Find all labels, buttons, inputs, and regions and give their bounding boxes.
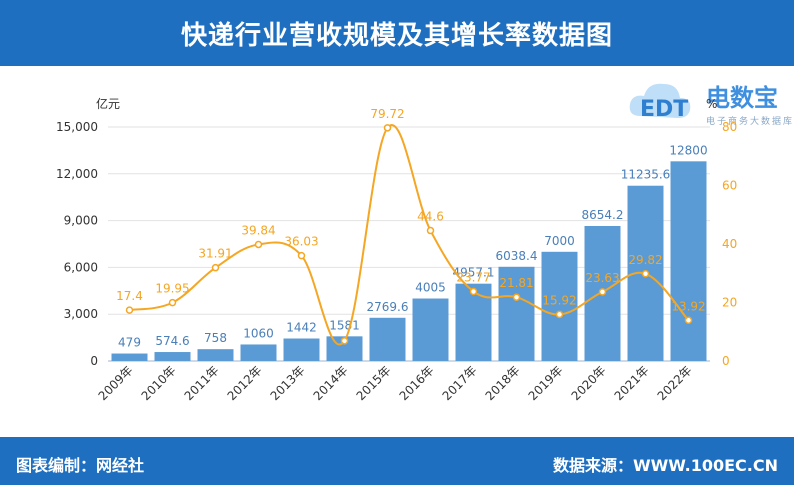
- chart-area: 0 3,000 6,000 9,000 12,000 15,000 0 20 40 60 80 亿元%…: [0, 66, 794, 437]
- footer-bar: 图表编制：网经社 数据来源：WWW.100EC.CN: [0, 437, 794, 485]
- growth-point: [598, 288, 607, 296]
- y-tick-label: 3,000: [64, 307, 98, 321]
- x-tick-label: 2010年: [139, 363, 179, 403]
- y-tick-label: 15,000: [56, 120, 98, 134]
- bar-value-label: 574.6: [155, 334, 189, 348]
- bar-value-label: 1060: [243, 326, 274, 340]
- y2-tick-label: 40: [722, 237, 737, 251]
- growth-value-label: 13.92: [671, 299, 705, 313]
- growth-point: [168, 298, 177, 307]
- bar: [455, 283, 492, 361]
- y2-axis-label: %: [706, 97, 717, 111]
- bar-value-label: 1581: [329, 318, 360, 332]
- bar-value-label: 4957.1: [453, 266, 495, 280]
- x-tick-label: 2022年: [655, 363, 695, 403]
- growth-point: [469, 287, 478, 296]
- x-tick-label: 2012年: [225, 363, 265, 403]
- bar-value-label: 758: [204, 331, 227, 345]
- x-tick-label: 2016年: [397, 363, 437, 403]
- x-tick-label: 2018年: [483, 363, 523, 403]
- bar-value-label: 12800: [669, 143, 707, 157]
- growth-point: [383, 124, 392, 132]
- bar-value-label: 6038.4: [496, 249, 538, 263]
- bar-value-label: 1442: [286, 321, 317, 335]
- growth-value-label: 23.77: [456, 270, 490, 284]
- growth-point: [297, 251, 306, 260]
- growth-line: [129, 124, 690, 346]
- bar: [670, 161, 707, 361]
- growth-point: [125, 306, 134, 314]
- growth-value-label: 36.03: [284, 235, 318, 249]
- x-tick-label: 2019年: [526, 363, 566, 403]
- x-tick-label: 2020年: [569, 363, 609, 403]
- growth-point: [254, 240, 263, 249]
- bar: [369, 317, 406, 361]
- y2-tick-label: 60: [722, 179, 737, 193]
- bar-value-label: 11235.6: [621, 168, 671, 182]
- growth-point: [340, 337, 349, 345]
- header-bar: 快递行业营收规模及其增长率数据图: [0, 0, 794, 66]
- x-tick-label: 2009年: [96, 363, 136, 403]
- growth-point: [512, 293, 521, 301]
- growth-point: [641, 270, 650, 278]
- growth-value-label: 19.95: [155, 282, 189, 296]
- bar-value-label: 7000: [544, 234, 575, 248]
- bar: [154, 352, 191, 361]
- logo-graphic: EDT 电数宝 电子商务大数据库: [629, 83, 794, 127]
- growth-value-label: 29.82: [628, 253, 662, 267]
- growth-value-label: 15.92: [542, 293, 576, 307]
- logo-mark: EDT: [640, 97, 688, 122]
- y2-tick-label: 20: [722, 296, 737, 310]
- cloud-icon: [629, 83, 691, 118]
- growth-value-label: 23.63: [585, 271, 619, 285]
- y-tick-label: 9,000: [64, 214, 98, 228]
- y2-tick-label: 80: [722, 120, 737, 134]
- x-tick-label: 2021年: [612, 363, 652, 403]
- growth-point: [426, 226, 435, 235]
- bar: [197, 349, 234, 361]
- y-axis-label: 亿元: [96, 96, 120, 111]
- bar-value-label: 479: [118, 336, 141, 350]
- x-tick-label: 2014年: [311, 363, 351, 403]
- bar-value-label: 8654.2: [582, 208, 624, 222]
- chart-svg: 0 3,000 6,000 9,000 12,000 15,000 0 20 40 60 80 亿元%…: [56, 96, 737, 403]
- footer-credit: 图表编制：网经社: [16, 456, 145, 475]
- bar: [541, 251, 578, 361]
- y-tick-label: 6,000: [64, 260, 98, 274]
- growth-point: [684, 316, 693, 325]
- bar-value-label: 2769.6: [367, 300, 409, 314]
- bar: [283, 338, 320, 361]
- growth-value-label: 39.84: [241, 223, 275, 237]
- logo: EDT 电数宝 电子商务大数据库: [626, 72, 794, 134]
- y2-tick-label: 0: [722, 354, 730, 368]
- y-tick-label: 0: [90, 354, 98, 368]
- x-tick-label: 2015年: [354, 363, 394, 403]
- x-tick-label: 2011年: [182, 363, 222, 403]
- x-tick-label: 2013年: [268, 363, 308, 403]
- growth-value-label: 79.72: [370, 107, 404, 121]
- growth-point: [555, 310, 564, 319]
- growth-value-label: 17.4: [116, 289, 143, 303]
- x-tick-label: 2017年: [440, 363, 480, 403]
- footer-source: 数据来源：WWW.100EC.CN: [552, 456, 778, 475]
- bar: [412, 298, 449, 361]
- bar: [498, 266, 535, 361]
- bar: [240, 344, 277, 361]
- bar: [111, 353, 148, 361]
- y-tick-label: 12,000: [56, 167, 98, 181]
- logo-text: 电数宝: [706, 84, 778, 112]
- growth-value-label: 44.6: [417, 210, 444, 224]
- page-title: 快递行业营收规模及其增长率数据图: [180, 20, 613, 51]
- growth-point: [211, 263, 220, 272]
- logo-subtext: 电子商务大数据库: [706, 115, 794, 127]
- growth-value-label: 21.81: [499, 276, 533, 290]
- growth-value-label: 31.91: [198, 247, 232, 261]
- bar-value-label: 4005: [415, 281, 446, 295]
